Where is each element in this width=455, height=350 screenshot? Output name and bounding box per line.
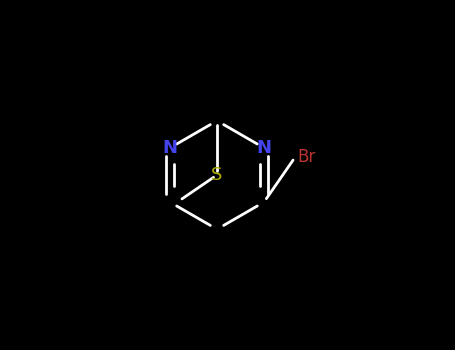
Text: Br: Br	[297, 148, 315, 166]
Text: N: N	[162, 139, 177, 157]
Text: S: S	[211, 166, 222, 184]
Text: N: N	[257, 139, 272, 157]
